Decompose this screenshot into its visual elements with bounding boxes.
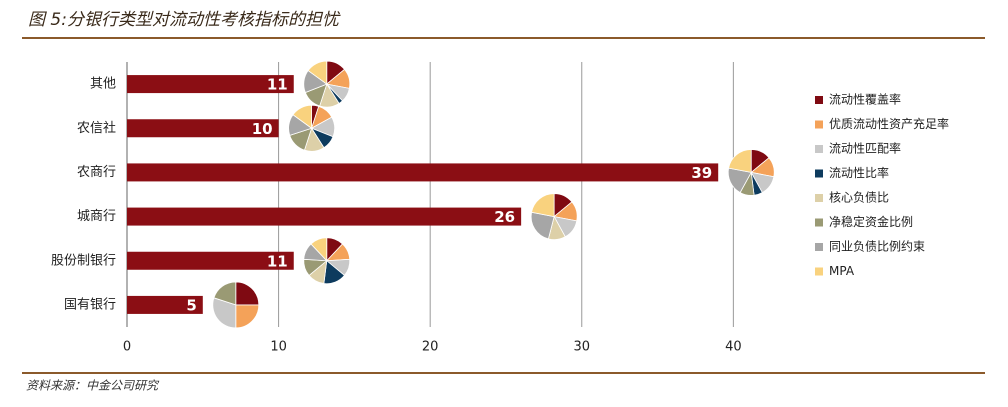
legend-label: MPA xyxy=(829,264,855,278)
x-tick-label: 0 xyxy=(123,340,131,355)
legend-label: 流动性匹配率 xyxy=(829,141,901,156)
legend-swatch xyxy=(815,96,823,104)
bar xyxy=(127,251,294,270)
pie-slice xyxy=(531,193,555,218)
value-label: 26 xyxy=(494,208,515,226)
source-note: 资料来源：中金公司研究 xyxy=(26,379,160,393)
pie-slice xyxy=(292,104,312,130)
y-tick-label: 其他 xyxy=(90,77,116,92)
legend-label: 同业负债比例约束 xyxy=(829,239,925,254)
legend-label: 优质流动性资产充足率 xyxy=(829,116,949,131)
pie-slice xyxy=(235,281,260,306)
x-tick-label: 40 xyxy=(725,340,742,355)
y-tick-label: 农商行 xyxy=(77,165,116,180)
y-tick-label: 农信社 xyxy=(77,120,116,136)
value-label: 11 xyxy=(267,76,288,94)
legend-swatch xyxy=(815,169,823,178)
bar xyxy=(127,119,279,138)
chart-title: 图 5:分银行类型对流动性考核指标的担忧 xyxy=(28,10,341,30)
value-label: 10 xyxy=(252,120,273,138)
value-label: 39 xyxy=(691,164,712,182)
legend-swatch xyxy=(815,243,823,251)
pie-slice xyxy=(530,211,555,240)
legend-label: 流动性比率 xyxy=(829,165,889,180)
y-tick-label: 城商行 xyxy=(77,209,116,224)
bar xyxy=(127,207,522,226)
bar xyxy=(127,163,719,182)
legend-swatch xyxy=(815,218,823,227)
legend-swatch xyxy=(815,267,823,276)
pie-slice xyxy=(307,60,328,85)
pie-slice xyxy=(212,297,237,329)
pie-slice xyxy=(235,304,260,329)
bar xyxy=(127,75,294,94)
x-tick-label: 10 xyxy=(270,340,287,355)
legend-label: 流动性覆盖率 xyxy=(829,92,901,107)
pie-slice xyxy=(213,281,237,306)
legend-label: 净稳定资金比例 xyxy=(829,214,913,229)
pie-slice xyxy=(728,149,752,173)
x-tick-label: 20 xyxy=(422,340,439,355)
legend-swatch xyxy=(815,145,823,153)
bar xyxy=(127,295,203,314)
legend-swatch xyxy=(815,120,823,129)
x-tick-label: 30 xyxy=(573,340,590,355)
y-tick-label: 国有银行 xyxy=(64,297,116,312)
y-tick-label: 股份制银行 xyxy=(51,253,116,268)
legend-label: 核心负债比 xyxy=(829,191,889,205)
value-label: 5 xyxy=(186,296,196,314)
legend-swatch xyxy=(815,194,823,202)
value-label: 11 xyxy=(267,252,288,270)
pie-slice xyxy=(310,237,328,262)
